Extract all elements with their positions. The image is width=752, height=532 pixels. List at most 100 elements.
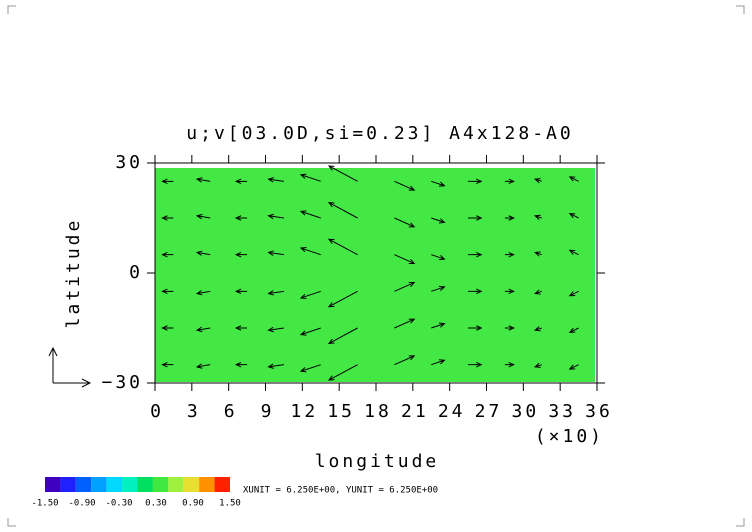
vector-arrow [195, 326, 211, 333]
vector-arrow [161, 288, 174, 295]
vector-arrow [234, 215, 248, 221]
vector-arrow [327, 290, 358, 308]
vector-arrow [195, 177, 211, 183]
vector-arrow [267, 363, 284, 369]
colorbar-label: -0.30 [105, 499, 132, 509]
vector-arrow [327, 165, 358, 182]
vector-arrow [533, 326, 542, 332]
vector-arrow [568, 327, 579, 333]
vector-arrow [267, 326, 284, 333]
colorbar-box [91, 477, 107, 492]
vector-arrow [195, 213, 211, 220]
x-tick-label: 27 [475, 401, 503, 422]
vector-arrow [299, 173, 321, 182]
vector-arrow [234, 361, 248, 368]
x-tick-label: 21 [401, 401, 429, 422]
colorbar-box [199, 477, 215, 492]
vector-arrow [468, 288, 483, 295]
vector-arrow [568, 290, 579, 297]
vector-arrow [327, 327, 358, 344]
vector-arrow [568, 364, 579, 370]
vector-arrow [431, 359, 446, 366]
vector-arrow [568, 176, 579, 182]
colorbar-label: 0.30 [145, 499, 167, 509]
vector-arrow [468, 215, 483, 221]
vector-arrow [195, 250, 211, 256]
vector-arrow [299, 247, 321, 256]
x-tick-label: 18 [364, 401, 392, 422]
vector-arrow [234, 288, 248, 295]
colorbar-box [137, 477, 153, 492]
x-tick-label: 36 [585, 401, 613, 422]
vector-arrow [504, 325, 515, 331]
vector-arrow [161, 251, 174, 258]
vector-arrow [394, 355, 416, 366]
vector-arrow [431, 217, 446, 224]
vector-arrow [431, 285, 446, 292]
vector-arrow [267, 250, 284, 256]
vector-arrow [161, 361, 174, 368]
colorbar-box [168, 477, 184, 492]
vector-arrow [533, 178, 542, 184]
vector-arrow [468, 361, 483, 368]
vector-arrow [327, 202, 358, 219]
x-tick-label: 12 [290, 401, 318, 422]
vector-arrow [394, 217, 416, 228]
vector-arrow [195, 363, 211, 369]
vector-arrow [299, 210, 321, 219]
vector-arrow [267, 177, 284, 183]
y-axis-label: latitude [63, 218, 84, 329]
crop-marks [7, 5, 745, 527]
vector-arrow [161, 325, 174, 331]
vector-arrow [394, 254, 416, 264]
x-tick-label: 30 [511, 401, 539, 422]
vector-arrow [568, 213, 579, 219]
vector-arrow [161, 215, 174, 221]
vector-arrow [161, 178, 174, 185]
y-tick-label: 30 [115, 152, 143, 173]
vector-arrow [431, 322, 446, 329]
colorbar-label: -0.90 [68, 499, 95, 509]
vector-arrow [504, 215, 515, 221]
colorbar-label: -1.50 [31, 499, 58, 509]
x-multiplier: (×10) [535, 426, 604, 447]
vector-arrow [394, 282, 416, 292]
colorbar-box [183, 477, 200, 492]
x-tick-label: 0 [150, 401, 164, 422]
x-tick-label: 3 [187, 401, 201, 422]
vector-arrow [327, 238, 358, 256]
x-tick-label: 15 [327, 401, 355, 422]
chart-title: u;v[03.0D,si=0.23] A4x128-A0 [186, 123, 573, 144]
colorbar-box [106, 477, 123, 492]
vector-arrow [504, 178, 515, 185]
vector-arrow [468, 251, 483, 258]
unit-vector-icon [48, 346, 92, 388]
x-axis-label: longitude [315, 451, 440, 472]
vector-arrow [468, 325, 483, 331]
vector-arrow [504, 361, 515, 368]
colorbar-box [122, 477, 138, 492]
vector-arrow [504, 251, 515, 258]
colorbar-label: 1.50 [219, 499, 241, 509]
vector-arrow [533, 214, 542, 220]
vector-arrow [533, 289, 542, 295]
vector-arrow [299, 364, 321, 373]
x-tick-label: 33 [548, 401, 576, 422]
footnote: XUNIT = 6.250E+00, YUNIT = 6.250E+00 [243, 486, 438, 496]
colorbar-box [60, 477, 76, 492]
vector-arrow [234, 178, 248, 185]
vector-arrow [299, 327, 321, 336]
vector-arrow [468, 178, 483, 185]
vector-arrow [394, 180, 416, 191]
colorbar-box [214, 477, 230, 492]
colorbar-label: 0.90 [182, 499, 204, 509]
vector-arrow [195, 290, 211, 296]
vector-arrow [431, 180, 446, 187]
vector-arrow [394, 318, 416, 329]
x-tick-label: 9 [261, 401, 275, 422]
vector-arrow [299, 290, 321, 299]
x-tick-label: 24 [438, 401, 466, 422]
colorbar-box [152, 477, 169, 492]
x-tick-label: 6 [224, 401, 238, 422]
vector-arrow [568, 249, 579, 256]
